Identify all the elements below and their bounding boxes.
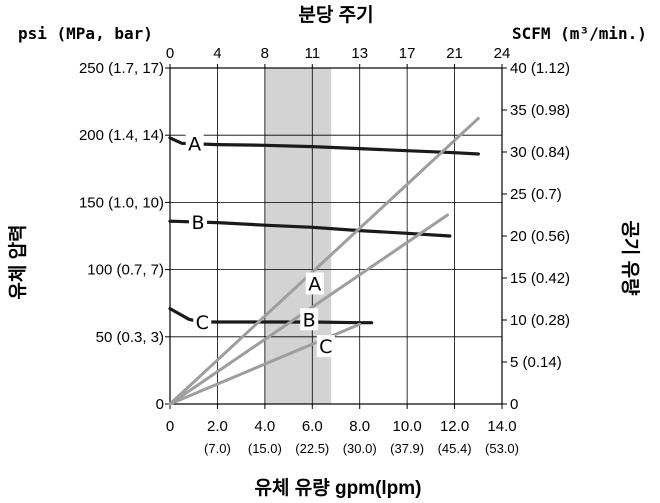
series-line-c-left — [168, 307, 374, 325]
left-tick-label: 250 (1.7, 17) — [79, 60, 164, 77]
bottom-tick-label: 8.0 — [349, 418, 370, 435]
grid — [170, 68, 502, 404]
right-tick-label: 0 — [510, 396, 518, 413]
right-tick-label: 35 (0.98) — [510, 102, 570, 119]
bottom-tick-label: 4.0 — [254, 418, 275, 435]
bottom-secondary-tick-label: (15.0) — [248, 441, 282, 456]
curve-label-background — [305, 272, 324, 295]
bottom-tick-label: 10.0 — [393, 418, 422, 435]
bottom-tick-label: 6.0 — [302, 418, 323, 435]
bottom-secondary-tick-label: (30.0) — [343, 441, 377, 456]
left-tick-label: 150 (1.0, 10) — [79, 194, 164, 211]
series-line-b-left — [168, 219, 452, 238]
top-tick-label: 4 — [213, 45, 221, 62]
left-tick-label: 200 (1.4, 14) — [79, 127, 164, 144]
bottom-secondary-tick-label: (45.4) — [438, 441, 472, 456]
top-tick-label: 13 — [351, 45, 368, 62]
curve-label-a: A — [308, 273, 321, 295]
series-line-a-right — [168, 116, 480, 406]
top-tick-label: 24 — [494, 45, 511, 62]
bottom-tick-label: 2.0 — [207, 418, 228, 435]
curve-label-background — [316, 335, 335, 358]
curve-label-b: B — [303, 309, 316, 331]
right-tick-label: 15 (0.42) — [510, 270, 570, 287]
curve-label-background — [188, 211, 207, 234]
right-unit-label: SCFM (m³/min.) — [512, 24, 647, 43]
bottom-secondary-tick-label: (37.9) — [390, 441, 424, 456]
right-tick-label: 5 (0.14) — [510, 354, 562, 371]
ticks: 0 2.0 4.0 6.0 8.0 10.0 12.0 14.0 (7.0) (15.0) (22.… — [79, 45, 570, 456]
top-tick-label: 21 — [446, 45, 463, 62]
right-tick-label: 40 (1.12) — [510, 60, 570, 77]
right-tick-label: 25 (0.7) — [510, 186, 562, 203]
bottom-tick-label: 12.0 — [440, 418, 469, 435]
left-unit-label: psi (MPa, bar) — [18, 24, 153, 43]
curve-label-c: C — [196, 312, 209, 334]
left-axis-title: 유체 압력 — [7, 224, 29, 299]
top-tick-label: 17 — [399, 45, 416, 62]
right-axis-title: 공기 유량 — [619, 220, 641, 296]
top-tick-label: 8 — [261, 45, 269, 62]
right-tick-label: 20 (0.56) — [510, 228, 570, 245]
bottom-secondary-tick-label: (7.0) — [204, 441, 231, 456]
curve-label-background — [185, 132, 204, 155]
top-tick-label: 11 — [304, 45, 320, 62]
right-tick-label: 30 (0.84) — [510, 144, 570, 161]
curve-label-background — [193, 311, 212, 334]
curve-label-b: B — [191, 212, 204, 234]
curve-label-background — [300, 308, 319, 331]
right-tick-label: 10 (0.28) — [510, 312, 570, 329]
top-tick-label: 0 — [166, 45, 174, 62]
curve-label-a: A — [188, 134, 201, 156]
bottom-axis-title: 유체 유량 gpm(lpm) — [254, 477, 421, 499]
top-axis-title: 분당 주기 — [298, 4, 373, 26]
left-tick-label: 0 — [156, 396, 164, 413]
curve-label-c: C — [319, 336, 332, 358]
plot-frame — [169, 67, 503, 405]
left-tick-label: 50 (0.3, 3) — [96, 329, 164, 346]
left-tick-label: 100 (0.7, 7) — [87, 262, 164, 279]
bottom-secondary-tick-label: (53.0) — [485, 441, 519, 456]
bottom-tick-label: 14.0 — [487, 418, 516, 435]
bottom-secondary-tick-label: (22.5) — [295, 441, 329, 456]
bottom-tick-label: 0 — [166, 418, 174, 435]
